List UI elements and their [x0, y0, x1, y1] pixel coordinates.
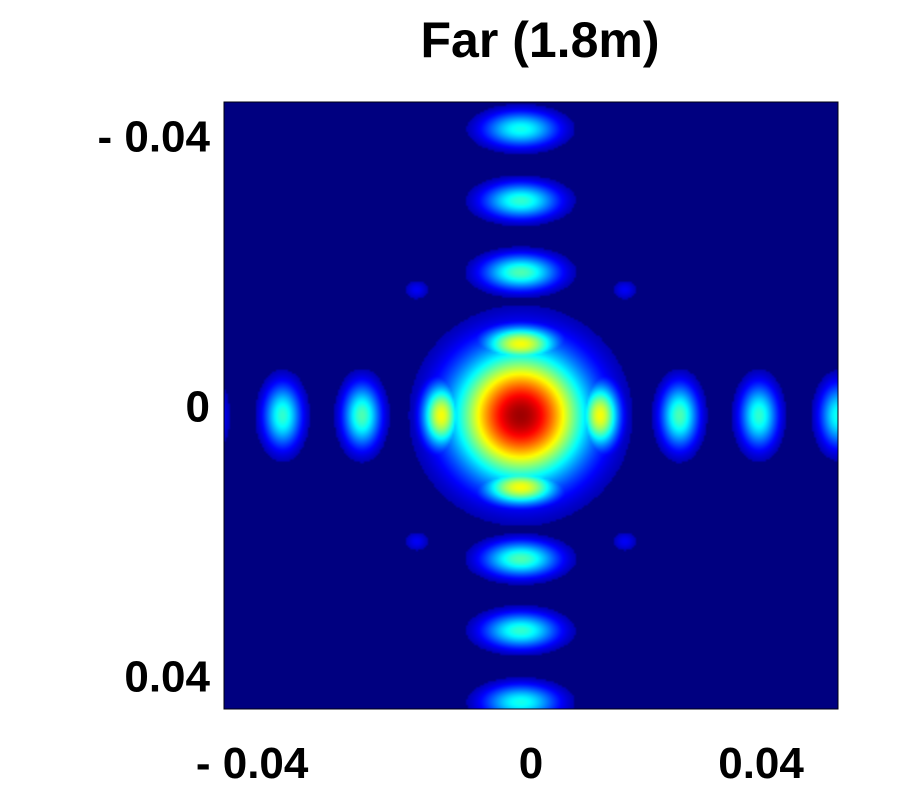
y-axis-ticks: - 0.04 0 0.04 — [97, 113, 210, 702]
heatmap-image — [224, 102, 838, 709]
y-tick-label: - 0.04 — [97, 113, 210, 162]
x-axis-ticks: - 0.04 0 0.04 — [196, 739, 805, 788]
y-tick-label: 0.04 — [124, 652, 210, 701]
x-tick-label: 0.04 — [718, 739, 804, 788]
x-tick-label: 0 — [519, 739, 543, 788]
plot-area — [223, 101, 839, 710]
plot-frame — [223, 101, 839, 710]
chart-title: Far (1.8m) — [421, 12, 660, 68]
x-tick-label: - 0.04 — [196, 739, 309, 788]
y-tick-label: 0 — [186, 383, 210, 432]
